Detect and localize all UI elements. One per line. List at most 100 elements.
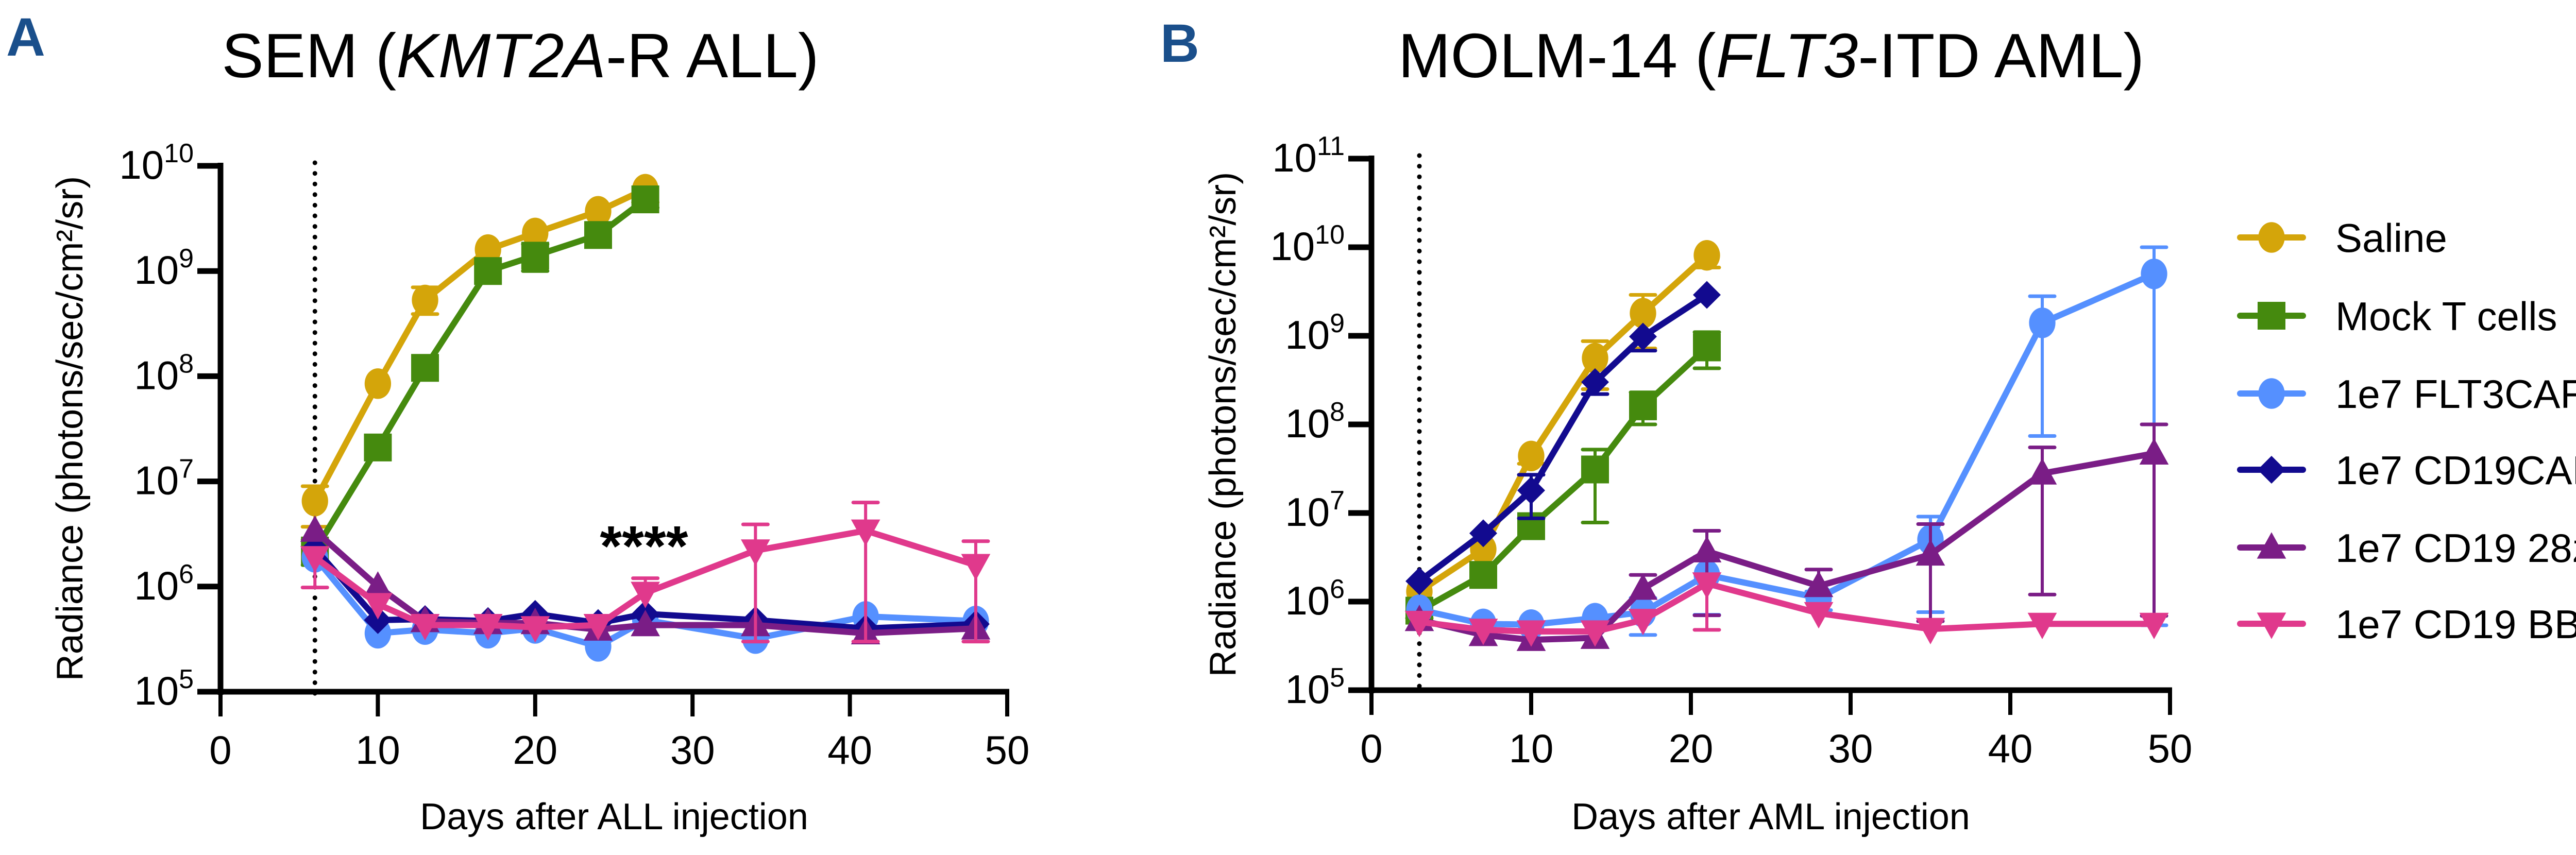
panel-a-x-tick-label: 10 <box>355 727 400 773</box>
panel-a-title-part-2: KMT2A <box>396 21 606 91</box>
series-line <box>312 546 976 632</box>
data-point <box>300 546 330 573</box>
data-point <box>1469 519 1497 548</box>
data-point <box>1405 567 1433 595</box>
data-point <box>583 614 613 641</box>
panel-a-y-tick-label: 1010 <box>119 139 194 187</box>
data-point <box>1581 455 1609 484</box>
data-point <box>851 519 880 546</box>
panel-b-y-tick-label: 107 <box>1285 486 1345 535</box>
panel-a-plot: 105 106 107 108 109 1010 0 10 20 30 40 50 <box>119 139 1029 773</box>
panel-b-series-1e7-cd19cart <box>1405 281 1721 595</box>
panel-b-x-tick-label: 40 <box>1988 726 2033 771</box>
series-line <box>1418 271 2156 628</box>
data-point <box>1581 368 1609 396</box>
data-point <box>473 614 503 641</box>
data-point <box>1630 298 1656 329</box>
data-point <box>363 593 393 620</box>
legend-marker-diamond-icon <box>2258 456 2285 484</box>
panel-b-title-part-3: -ITD AML) <box>1858 21 2144 91</box>
data-point <box>520 616 550 643</box>
data-point <box>1804 602 1834 629</box>
data-point <box>363 571 393 598</box>
data-point <box>364 368 392 399</box>
panel-a-y-tick-label: 106 <box>134 559 194 608</box>
data-point <box>522 217 549 249</box>
panel-b-title-part-2: FLT3 <box>1716 21 1858 91</box>
panel-a-y-tick-label: 108 <box>134 349 194 398</box>
panel-b-series-1e7-flt3cart <box>1406 245 2168 640</box>
significance-annotation: **** <box>600 515 688 578</box>
series-line <box>1417 292 1709 584</box>
legend-item-1e7-cd19-28z-x-flt3cart: 1e7 CD19 28z x FLT3CART <box>2237 525 2576 571</box>
panel-b-x-tick-label: 20 <box>1669 726 1714 771</box>
panel-a-title-part-3: -R ALL) <box>606 21 819 91</box>
panel-b-title: MOLM-14 (FLT3-ITD AML) <box>1398 21 2144 91</box>
panel-b-y-tick-label: 109 <box>1285 309 1345 357</box>
data-point <box>2029 307 2056 338</box>
panel-a-x-axis-label: Days after ALL injection <box>420 796 808 837</box>
panel-b-y-axis-label: Radiance (photons/sec/cm²/sr) <box>1202 172 1244 677</box>
panel-a-series-1e7-cd19-bbz-x-flt3cart <box>300 501 991 644</box>
data-point <box>1582 343 1608 374</box>
data-point <box>631 185 659 214</box>
data-point <box>1629 392 1657 420</box>
data-point <box>1916 618 1945 644</box>
legend-item-mock-t-cells: Mock T cells <box>2237 294 2557 339</box>
data-point <box>1693 333 1721 362</box>
series-line <box>1417 253 1709 594</box>
legend-marker-circle-icon <box>2258 222 2285 253</box>
data-point <box>1693 281 1721 309</box>
legend: Saline Mock T cells 1e7 FLT3CART 1e7 CD19CA… <box>2237 215 2576 647</box>
panel-a-x-tick-label: 20 <box>513 727 557 773</box>
legend-item-1e7-flt3cart: 1e7 FLT3CART <box>2237 371 2576 417</box>
legend-item-saline: Saline <box>2237 215 2447 261</box>
legend-item-1e7-cd19cart: 1e7 CD19CART <box>2237 448 2576 493</box>
panel-b-series-saline <box>1406 240 1721 607</box>
legend-label: Mock T cells <box>2335 294 2557 339</box>
panel-a-letter: A <box>6 7 45 67</box>
series-line <box>313 527 977 630</box>
series-line <box>1419 580 2154 635</box>
data-point <box>521 242 549 270</box>
panel-a-y-tick-label: 105 <box>134 664 194 713</box>
data-point <box>1628 609 1658 636</box>
panel-b-y-tick-label: 105 <box>1285 663 1345 712</box>
data-point <box>631 609 660 637</box>
panel-b-letter: B <box>1160 13 1199 74</box>
panel-a-y-tick-label: 107 <box>134 454 194 503</box>
panel-b-x-axis-label: Days after AML injection <box>1571 796 1970 837</box>
legend-item-1e7-cd19-bbz-x-flt3cart: 1e7 CD19 BBz x FLT3CART <box>2237 602 2576 647</box>
legend-label: Saline <box>2335 215 2447 261</box>
data-point <box>1804 571 1834 597</box>
series-line <box>1418 450 2155 643</box>
legend-marker-circle-icon <box>2258 378 2285 409</box>
data-point <box>1469 561 1497 589</box>
data-point <box>584 221 612 249</box>
panel-b-x-tick-label: 0 <box>1360 726 1382 771</box>
legend-marker-triangle-up-icon <box>2257 532 2286 559</box>
data-point <box>411 354 439 382</box>
panel-a-x-tick-label: 30 <box>670 727 715 773</box>
data-point <box>364 433 392 461</box>
data-point <box>1468 619 1498 645</box>
panel-b-title-part-1: MOLM-14 ( <box>1398 21 1716 91</box>
data-point <box>1629 322 1657 351</box>
legend-marker-triangle-down-icon <box>2257 612 2286 639</box>
legend-label: 1e7 CD19 BBz x FLT3CART <box>2335 602 2576 647</box>
series-line <box>1418 345 1709 613</box>
panel-a-x-tick-label: 0 <box>209 727 231 773</box>
panel-b-series-mock-t-cells <box>1405 330 1721 625</box>
panel-a-y-axis-label: Radiance (photons/sec/cm²/sr) <box>49 176 91 681</box>
data-point <box>1404 610 1434 638</box>
panel-b-y-tick-label: 1011 <box>1272 131 1345 180</box>
data-point <box>1693 240 1720 271</box>
panel-b-y-tick-label: 106 <box>1285 574 1345 623</box>
data-point <box>1692 536 1722 562</box>
data-point <box>2027 458 2057 485</box>
data-point <box>1580 620 1610 647</box>
data-point <box>301 486 328 517</box>
legend-label: 1e7 FLT3CART <box>2335 371 2576 417</box>
data-point <box>741 539 770 566</box>
